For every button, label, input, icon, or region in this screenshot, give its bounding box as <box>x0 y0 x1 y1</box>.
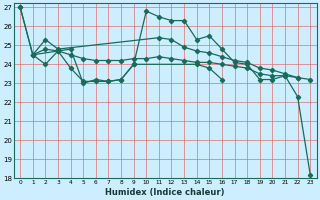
X-axis label: Humidex (Indice chaleur): Humidex (Indice chaleur) <box>106 188 225 197</box>
